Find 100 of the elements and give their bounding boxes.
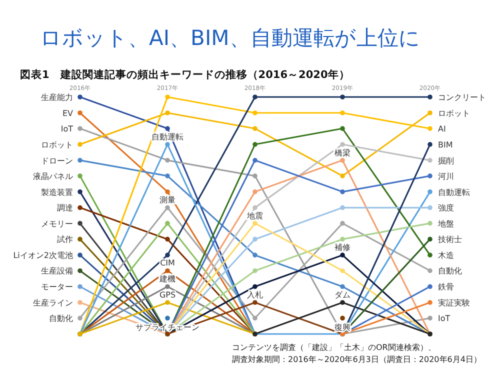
point: [78, 94, 82, 100]
point: [428, 316, 432, 321]
point: [78, 284, 82, 289]
annotation: コンクリート: [438, 93, 486, 102]
point: [428, 268, 432, 274]
point: [252, 126, 258, 131]
annotation: 生産ライン: [33, 298, 73, 308]
point: [252, 158, 258, 163]
point: [428, 110, 432, 116]
point: [252, 142, 258, 147]
annotation: ロボット: [41, 140, 73, 150]
point: [252, 94, 258, 100]
point: [252, 316, 258, 321]
annotation: 製造装置: [41, 188, 73, 197]
point: [340, 220, 345, 226]
point: [428, 284, 432, 289]
point: [165, 189, 170, 194]
point: [428, 158, 432, 163]
annotation: Liイオン2次電池: [13, 251, 73, 260]
point: [165, 110, 170, 116]
annotation: EV: [62, 108, 74, 118]
point: [428, 94, 432, 100]
point: [428, 174, 432, 178]
point: [165, 126, 170, 131]
point: [78, 268, 82, 274]
point: [78, 205, 82, 210]
point: [78, 110, 82, 116]
point: [428, 300, 432, 305]
annotation: 地盤: [437, 219, 454, 228]
annotation: 試作: [57, 235, 73, 244]
point: [252, 174, 258, 178]
point: [252, 205, 258, 210]
annotation: 調達: [57, 204, 73, 213]
point: [428, 142, 432, 147]
point: [165, 158, 170, 163]
annotation: 自動運転: [438, 188, 470, 197]
annotation: 河川: [438, 172, 454, 181]
point: [340, 126, 345, 131]
point: [78, 300, 82, 305]
point: [252, 284, 258, 289]
point: [165, 236, 170, 242]
point: [340, 94, 345, 100]
point: [78, 252, 82, 258]
annotation: ドローン: [41, 156, 73, 166]
point: [252, 220, 258, 226]
point: [340, 268, 345, 274]
annotation: 実証実験: [438, 298, 470, 308]
annotation: 入札: [247, 290, 263, 300]
point: [428, 252, 432, 258]
annotation: 強度: [438, 204, 454, 213]
annotation: AI: [438, 124, 446, 134]
annotation: 自動化: [49, 314, 73, 324]
point: [252, 300, 258, 305]
point: [78, 189, 82, 194]
point: [165, 300, 170, 305]
annotation: 地震: [246, 211, 263, 220]
point: [252, 268, 258, 274]
annotation: GPS: [159, 290, 176, 300]
annotation: 復興: [334, 323, 350, 332]
point: [78, 142, 82, 147]
annotation: 建機: [158, 274, 176, 284]
annotation: 補修: [334, 243, 350, 252]
point: [340, 236, 345, 242]
point: [252, 252, 258, 258]
point: [340, 110, 345, 116]
point: [78, 220, 82, 226]
point: [78, 236, 82, 242]
point: [428, 236, 432, 242]
point: [165, 94, 170, 100]
annotation: CIM: [160, 258, 176, 268]
point: [340, 284, 345, 289]
point: [340, 142, 345, 147]
point: [252, 189, 258, 194]
chart-subtitle: 図表1 建設関連記事の頻出キーワードの推移（2016～2020年）: [20, 68, 350, 81]
point: [428, 220, 432, 226]
point: [78, 126, 82, 131]
annotation: ロボット: [438, 108, 470, 118]
point: [78, 174, 82, 178]
point: [78, 316, 82, 321]
point: [165, 174, 170, 178]
point: [340, 189, 345, 194]
text: コンテンツを調査（「建設」「土木」のOR関連検索）、: [232, 343, 436, 352]
point: [340, 252, 345, 258]
annotation: 生産能力: [41, 93, 73, 102]
point: [428, 126, 432, 131]
annotation: モーター: [41, 282, 73, 292]
annotation: BIM: [438, 140, 453, 150]
annotation: 木造: [438, 251, 454, 260]
annotation: 鉄骨: [438, 282, 454, 292]
point: [252, 236, 258, 242]
text: 調査対象期間：2016年～2020年6月3日（調査日：2020年6月4日）: [232, 355, 482, 364]
annotation: IoT: [438, 314, 450, 324]
point: [428, 205, 432, 210]
annotation: ダム: [334, 290, 350, 300]
point: [340, 174, 345, 178]
point: [340, 158, 345, 163]
annotation: メモリー: [41, 219, 73, 228]
point: [165, 268, 170, 274]
point: [340, 205, 345, 210]
point: [78, 158, 82, 163]
